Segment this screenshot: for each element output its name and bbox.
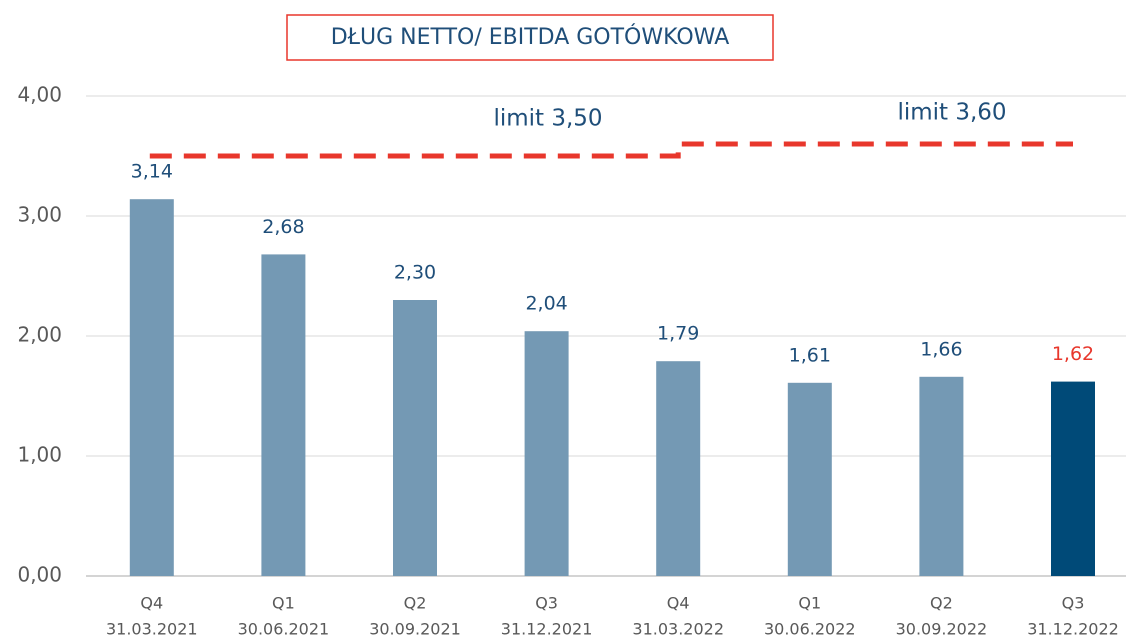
bar	[787, 382, 832, 576]
x-tick-label: Q2	[930, 594, 953, 613]
x-tick-label: Q1	[272, 594, 295, 613]
x-tick-label: 31.12.2021	[501, 620, 593, 637]
bar	[919, 376, 964, 576]
annotation: limit 3,60	[897, 100, 1006, 126]
x-tick-label: 31.12.2022	[1027, 620, 1119, 637]
y-tick-label: 1,00	[17, 443, 62, 467]
y-tick-label: 3,00	[17, 203, 62, 227]
value-label: 1,61	[789, 344, 831, 366]
bar	[524, 331, 569, 576]
y-tick-label: 4,00	[17, 83, 62, 107]
value-label: 2,30	[394, 262, 436, 284]
bar	[129, 199, 174, 576]
x-tick-label: Q4	[140, 594, 163, 613]
x-tick-label: Q2	[404, 594, 427, 613]
x-tick-label: 30.09.2021	[369, 620, 461, 637]
x-tick-label: 31.03.2021	[106, 620, 198, 637]
x-tick-label: 31.03.2022	[632, 620, 724, 637]
x-tick-label: Q1	[798, 594, 821, 613]
value-label: 1,62	[1052, 343, 1094, 365]
x-tick-label: 30.06.2022	[764, 620, 856, 637]
x-tick-label: Q4	[667, 594, 690, 613]
bar	[261, 254, 306, 576]
bar	[656, 361, 701, 576]
chart-title: DŁUG NETTO/ EBITDA GOTÓWKOWA	[331, 24, 730, 50]
bar	[1051, 381, 1095, 576]
value-label: 1,66	[920, 338, 962, 360]
value-label: 2,04	[525, 293, 567, 315]
value-label: 2,68	[262, 216, 304, 238]
value-label: 1,79	[657, 323, 699, 345]
x-tick-label: 30.09.2022	[896, 620, 988, 637]
annotation: limit 3,50	[493, 106, 602, 132]
x-tick-label: Q3	[1062, 594, 1085, 613]
title-box	[286, 14, 774, 61]
value-label: 3,14	[131, 161, 173, 183]
bar	[393, 300, 437, 576]
y-tick-label: 2,00	[17, 323, 62, 347]
y-tick-label: 0,00	[17, 563, 62, 587]
x-tick-label: Q3	[535, 594, 558, 613]
limit-line	[149, 141, 1073, 159]
x-tick-label: 30.06.2021	[238, 620, 330, 637]
